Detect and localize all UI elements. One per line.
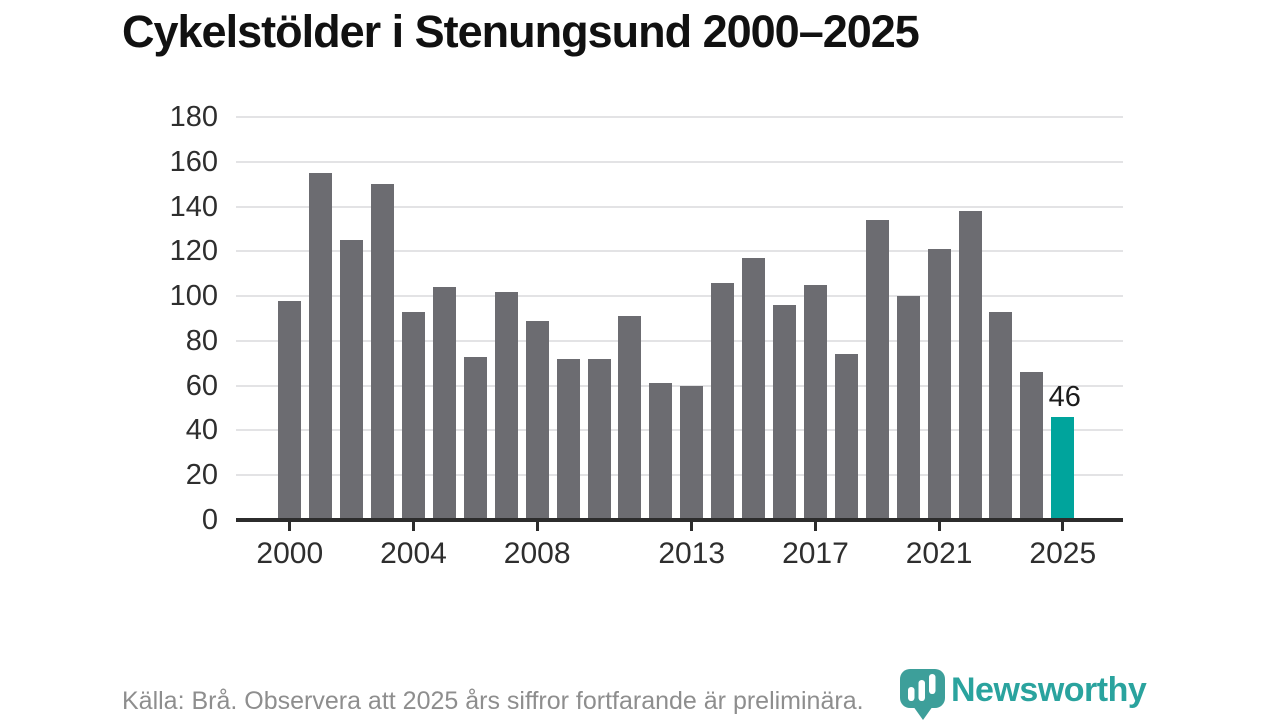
x-axis-tick-2025 xyxy=(1061,522,1065,531)
x-axis-label-2017: 2017 xyxy=(782,537,849,570)
bar-2002 xyxy=(340,240,364,520)
x-axis-label-2008: 2008 xyxy=(503,537,571,570)
bar-2012 xyxy=(649,383,673,520)
gridline-160 xyxy=(236,160,1123,163)
bar-2008 xyxy=(525,320,549,520)
bar-2013 xyxy=(680,385,704,520)
bar-2011 xyxy=(618,316,642,520)
bar-2019 xyxy=(865,219,889,520)
y-axis-label-80: 80 xyxy=(185,324,218,357)
x-axis-label-2013: 2013 xyxy=(658,537,726,570)
x-axis-tick-2008 xyxy=(535,522,539,531)
x-axis-tick-2013 xyxy=(690,522,694,531)
x-axis-label-2021: 2021 xyxy=(905,537,973,570)
bar-2004 xyxy=(401,311,425,520)
bar-2022 xyxy=(958,211,982,520)
bar-2014 xyxy=(711,282,735,520)
y-axis-label-120: 120 xyxy=(169,235,218,268)
gridline-100 xyxy=(236,295,1123,298)
bar-value-annotation: 46 xyxy=(1048,381,1081,413)
chart-title: Cykelstölder i Stenungsund 2000–2025 xyxy=(122,6,920,57)
bar-2007 xyxy=(494,291,518,520)
x-axis-line xyxy=(236,518,1123,522)
x-axis-tick-2021 xyxy=(937,522,941,531)
bar-2000 xyxy=(278,300,302,520)
source-note: Källa: Brå. Observera att 2025 års siffr… xyxy=(122,687,864,715)
bar-2010 xyxy=(587,358,611,520)
bar-2003 xyxy=(371,184,395,520)
bar-2006 xyxy=(463,356,487,520)
y-axis-label-60: 60 xyxy=(185,369,218,402)
gridline-180 xyxy=(236,116,1123,118)
newsworthy-logo-icon xyxy=(900,669,945,720)
bar-2016 xyxy=(773,305,797,520)
bar-2017 xyxy=(803,284,827,520)
y-axis-label-40: 40 xyxy=(185,414,218,447)
y-axis-label-0: 0 xyxy=(201,504,218,536)
y-axis-label-100: 100 xyxy=(169,280,218,313)
bar-2015 xyxy=(742,258,766,520)
y-axis-label-20: 20 xyxy=(185,459,218,492)
x-axis-label-2025: 2025 xyxy=(1029,537,1097,570)
bar-2020 xyxy=(896,296,920,520)
gridline-40 xyxy=(236,429,1123,432)
bar-2025 xyxy=(1051,417,1075,520)
x-axis-tick-2000 xyxy=(288,522,292,531)
y-axis-label-160: 160 xyxy=(169,145,218,178)
bar-2023 xyxy=(989,311,1013,520)
newsworthy-logo-wordmark: Newsworthy xyxy=(951,671,1147,709)
gridline-60 xyxy=(236,384,1123,387)
gridline-20 xyxy=(236,474,1123,477)
x-axis-label-2004: 2004 xyxy=(380,537,447,570)
bar-2024 xyxy=(1020,372,1044,520)
gridline-80 xyxy=(236,339,1123,342)
y-axis-label-140: 140 xyxy=(169,190,218,223)
gridline-120 xyxy=(236,250,1123,253)
bar-2009 xyxy=(556,358,580,520)
bar-2001 xyxy=(309,172,333,520)
bar-2005 xyxy=(432,287,456,520)
y-axis-label-180: 180 xyxy=(169,101,218,133)
bar-2021 xyxy=(927,249,951,520)
x-axis-tick-2004 xyxy=(411,522,415,531)
gridline-140 xyxy=(236,205,1123,208)
x-axis-label-2000: 2000 xyxy=(256,537,324,570)
x-axis-tick-2017 xyxy=(813,522,817,531)
bar-2018 xyxy=(834,354,858,520)
